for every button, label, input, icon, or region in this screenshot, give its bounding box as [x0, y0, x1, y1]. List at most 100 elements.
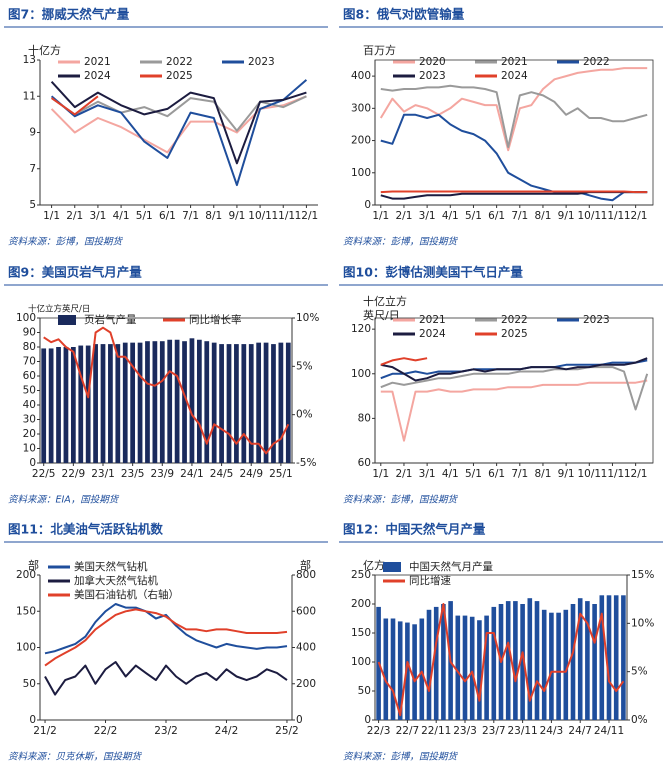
x-tick-label: 23/9: [150, 468, 174, 480]
legend-label: 2024: [84, 70, 111, 82]
line-series: [380, 357, 428, 366]
panel-title: 图12：中国天然气月产量: [343, 522, 486, 537]
bar: [383, 618, 389, 720]
x-tick-label: 24/1: [180, 468, 204, 480]
source: 资料来源：彭博，国投期货: [343, 751, 459, 763]
source: 资料来源：彭博，国投期货: [343, 236, 459, 248]
x-tick-label: 11/1: [271, 210, 295, 222]
plot-frame: [39, 317, 293, 464]
x-tick-label: 21/2: [33, 725, 57, 737]
panel-title: 图7：挪威天然气产量: [8, 7, 130, 22]
x-tick-label: 23/1: [91, 468, 115, 480]
y-tick-label: 80: [23, 341, 36, 353]
bar: [477, 620, 482, 720]
x-tick-label: 23/5: [121, 468, 145, 480]
y2-tick-label: 200: [296, 678, 316, 690]
y-tick-label: 20: [23, 428, 36, 440]
bar: [189, 338, 195, 463]
bar: [520, 604, 525, 720]
x-tick-label: 5/1: [465, 210, 482, 222]
line-series: [50, 79, 308, 187]
bar: [613, 595, 619, 720]
y2-axis-label: 部: [300, 558, 311, 572]
y-tick-label: 100: [16, 642, 36, 654]
legend-label: 同比增长率: [189, 313, 242, 326]
bar: [174, 339, 180, 463]
y-tick-label: 9: [29, 127, 36, 139]
bar: [462, 615, 468, 720]
bar: [433, 606, 439, 720]
x-tick-label: 8/1: [535, 468, 552, 480]
bar: [115, 344, 121, 463]
bar: [563, 609, 569, 720]
legend-label: 2022: [501, 314, 528, 326]
y-tick-label: 30: [23, 414, 36, 426]
bar: [405, 622, 410, 720]
x-tick-label: 24/7: [568, 725, 592, 737]
bar: [570, 604, 576, 720]
line-series: [50, 81, 307, 165]
x-tick-label: 22/11: [421, 725, 451, 737]
x-tick-label: 4/1: [442, 210, 459, 222]
line-series: [380, 113, 648, 202]
y-tick-label: 0: [364, 714, 371, 726]
y-tick-label: 0: [29, 457, 36, 469]
y-tick-label: 250: [351, 569, 371, 581]
y2-tick-label: 10%: [631, 617, 654, 629]
legend-label: 2022: [166, 56, 193, 68]
x-tick-label: 5/1: [136, 210, 153, 222]
x-tick-label: 9/1: [558, 210, 575, 222]
y2-tick-label: 15%: [631, 569, 654, 581]
line-series: [51, 95, 99, 116]
bar: [484, 615, 489, 720]
y-tick-label: 100: [351, 656, 371, 668]
legend-label: 2025: [501, 328, 528, 340]
bar: [56, 347, 61, 463]
bar: [48, 348, 54, 463]
bar: [549, 612, 554, 720]
legend-label: 2021: [84, 56, 111, 68]
x-tick-label: 23/11: [507, 725, 537, 737]
legend-swatch: [383, 562, 401, 572]
x-tick-label: 3/1: [419, 210, 436, 222]
x-tick-label: 22/7: [396, 725, 420, 737]
x-tick-label: 1/1: [372, 210, 389, 222]
bar: [390, 618, 396, 720]
x-tick-label: 25/2: [275, 725, 299, 737]
y2-tick-label: 800: [296, 569, 316, 581]
line-series: [377, 603, 625, 717]
line-series: [380, 191, 648, 200]
bar: [419, 618, 425, 720]
y-tick-label: 200: [351, 598, 371, 610]
y-axis-label: 亿方: [363, 558, 385, 572]
x-tick-label: 22/5: [32, 468, 56, 480]
bar: [271, 344, 276, 463]
legend-label: 2024: [501, 70, 528, 82]
legend-label: 2022: [583, 56, 610, 68]
y-tick-label: 50: [358, 685, 371, 697]
legend-label: 美国天然气钻机: [74, 560, 148, 573]
y-tick-label: 90: [23, 327, 36, 339]
bar: [285, 342, 291, 463]
bar: [599, 595, 605, 720]
source: 资料来源：EIA，国投期货: [8, 494, 120, 506]
bar: [541, 609, 547, 720]
y-axis-label: 英尺/日: [363, 308, 400, 322]
y-axis-label: 十亿方: [28, 43, 61, 57]
bar: [196, 339, 202, 463]
line-series: [44, 661, 288, 696]
line-series: [44, 603, 288, 655]
line-series: [51, 95, 307, 132]
x-tick-label: 9/1: [558, 468, 575, 480]
bar: [592, 604, 597, 720]
x-tick-label: 22/3: [367, 725, 391, 737]
x-tick-label: 4/1: [113, 210, 130, 222]
bar: [455, 615, 461, 720]
panel-title: 图8：俄气对欧管输量: [343, 7, 465, 22]
legend-label: 2020: [419, 56, 446, 68]
bar: [469, 616, 475, 720]
source: 资料来源：彭博，国投期货: [343, 494, 459, 506]
